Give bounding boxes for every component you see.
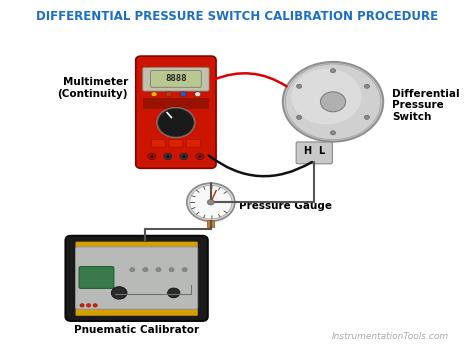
Circle shape [93,304,97,307]
Circle shape [198,155,201,158]
Circle shape [297,84,302,88]
Text: Pressure Gauge: Pressure Gauge [239,201,332,211]
Circle shape [196,153,204,159]
Text: Multimeter
(Continuity): Multimeter (Continuity) [57,77,128,99]
Text: L: L [319,146,325,156]
Circle shape [129,268,135,272]
Circle shape [365,84,370,88]
FancyBboxPatch shape [75,309,198,316]
FancyBboxPatch shape [136,56,216,168]
Circle shape [148,153,156,159]
Text: Pnuematic Calibrator: Pnuematic Calibrator [74,325,199,335]
FancyBboxPatch shape [79,267,114,288]
Circle shape [86,304,91,307]
FancyBboxPatch shape [143,67,209,91]
Circle shape [165,92,172,97]
FancyBboxPatch shape [296,142,332,164]
Circle shape [297,115,302,119]
Circle shape [365,115,370,119]
FancyBboxPatch shape [169,140,183,147]
FancyBboxPatch shape [152,140,165,147]
Circle shape [150,155,154,158]
Circle shape [111,287,127,299]
Circle shape [157,108,194,137]
Text: InstrumentationTools.com: InstrumentationTools.com [331,332,449,341]
FancyBboxPatch shape [75,242,198,248]
Circle shape [320,92,346,112]
Circle shape [187,183,235,221]
Circle shape [143,268,148,272]
Circle shape [180,92,186,97]
Circle shape [182,155,186,158]
Text: DIFFERENTIAL PRESSURE SWITCH CALIBRATION PROCEDURE: DIFFERENTIAL PRESSURE SWITCH CALIBRATION… [36,10,438,23]
Circle shape [330,131,336,135]
Circle shape [283,62,383,142]
Circle shape [195,92,201,97]
Circle shape [164,153,172,159]
Circle shape [80,304,84,307]
FancyBboxPatch shape [75,247,198,309]
Circle shape [166,155,170,158]
Circle shape [285,64,381,140]
Circle shape [156,268,161,272]
Text: 8888: 8888 [165,74,187,83]
FancyBboxPatch shape [65,236,208,321]
Circle shape [182,268,187,272]
Circle shape [151,92,157,97]
Circle shape [180,153,188,159]
Text: H: H [303,146,311,156]
Bar [143,98,209,109]
Circle shape [207,199,214,205]
FancyBboxPatch shape [151,70,201,87]
Circle shape [190,185,232,219]
Bar [207,220,214,228]
Text: Differential
Pressure
Switch: Differential Pressure Switch [392,89,460,122]
Circle shape [168,288,180,298]
FancyBboxPatch shape [186,140,201,147]
Circle shape [292,69,362,125]
Circle shape [169,268,174,272]
Circle shape [330,69,336,73]
